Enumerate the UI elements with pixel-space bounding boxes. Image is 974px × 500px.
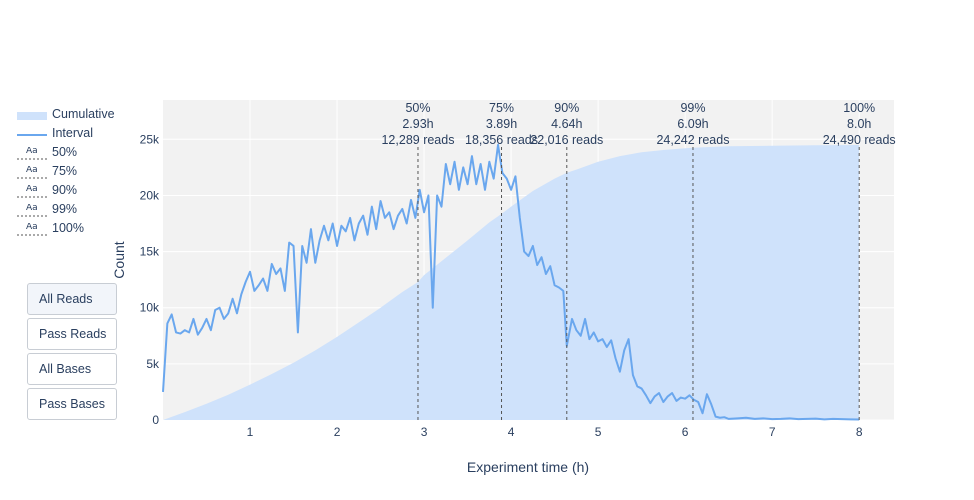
milestone-label: 12,289 reads xyxy=(381,133,454,147)
milestone-label: 24,242 reads xyxy=(656,133,729,147)
milestone-label: 4.64h xyxy=(551,117,582,131)
legend-label: 99% xyxy=(52,202,78,216)
annotation-text-icon: Aa xyxy=(17,147,47,160)
x-tick-label: 8 xyxy=(856,425,863,439)
legend-label: 100% xyxy=(52,221,84,235)
milestone-label: 99% xyxy=(680,101,705,115)
legend-item-75[interactable]: Aa 75% xyxy=(16,163,156,182)
annotation-text-icon: Aa xyxy=(17,223,47,236)
legend-item-90[interactable]: Aa 90% xyxy=(16,182,156,201)
legend-item-interval[interactable]: Interval xyxy=(16,125,156,144)
legend-label: Cumulative xyxy=(52,107,115,121)
y-tick-label: 5k xyxy=(146,357,160,371)
cumulative-area xyxy=(163,145,860,420)
pass-reads-button[interactable]: Pass Reads xyxy=(27,318,117,350)
y-tick-label: 15k xyxy=(140,245,160,259)
milestone-label: 75% xyxy=(489,101,514,115)
y-tick-label: 10k xyxy=(140,301,160,315)
legend-label: 75% xyxy=(52,164,78,178)
y-tick-label: 25k xyxy=(140,132,160,146)
pass-bases-button[interactable]: Pass Bases xyxy=(27,388,117,420)
milestone-annotations: 50% 2.93h 12,289 reads 75% 3.89h 18,356 reads… xyxy=(381,101,895,147)
all-reads-button[interactable]: All Reads xyxy=(27,283,117,315)
svg-text:Aa: Aa xyxy=(26,147,38,156)
x-axis-title: Experiment time (h) xyxy=(467,459,589,475)
legend-item-cumulative[interactable]: Cumulative xyxy=(16,106,156,125)
y-axis-ticks: 0 5k 10k 15k 20k 25k xyxy=(140,132,160,427)
interval-line xyxy=(162,143,860,421)
svg-text:Aa: Aa xyxy=(26,223,38,232)
milestone-label: 90% xyxy=(554,101,579,115)
milestone-label: 18,356 reads xyxy=(465,133,538,147)
annotation-text-icon: Aa xyxy=(17,204,47,217)
all-bases-button[interactable]: All Bases xyxy=(27,353,117,385)
x-tick-label: 7 xyxy=(769,425,776,439)
x-tick-label: 1 xyxy=(247,425,254,439)
y-tick-label: 0 xyxy=(152,413,159,427)
svg-text:Aa: Aa xyxy=(26,166,38,175)
annotation-text-icon: Aa xyxy=(17,166,47,179)
milestone-label: 50% xyxy=(405,101,430,115)
x-tick-label: 5 xyxy=(595,425,602,439)
x-tick-label: 4 xyxy=(508,425,515,439)
svg-text:Aa: Aa xyxy=(26,185,38,194)
legend: Cumulative Interval Aa 50% Aa 75% Aa 90%… xyxy=(16,106,156,239)
fill-swatch-icon xyxy=(17,112,47,120)
x-tick-label: 3 xyxy=(421,425,428,439)
x-axis-ticks: 1 2 3 4 5 6 7 8 xyxy=(247,425,863,439)
legend-item-99[interactable]: Aa 99% xyxy=(16,201,156,220)
milestone-label: 22,016 reads xyxy=(530,133,603,147)
y-axis-title: Count xyxy=(111,241,127,278)
svg-text:Aa: Aa xyxy=(26,204,38,213)
annotation-text-icon: Aa xyxy=(17,185,47,198)
x-tick-label: 6 xyxy=(682,425,689,439)
milestone-label: 100% xyxy=(843,101,875,115)
milestone-label: 6.09h xyxy=(677,117,708,131)
line-swatch-icon xyxy=(17,134,47,136)
milestone-label: 24,490 reads xyxy=(823,133,896,147)
legend-label: 90% xyxy=(52,183,78,197)
legend-item-100[interactable]: Aa 100% xyxy=(16,220,156,239)
x-tick-label: 2 xyxy=(334,425,341,439)
milestone-label: 2.93h xyxy=(402,117,433,131)
milestone-label: 3.89h xyxy=(486,117,517,131)
y-tick-label: 20k xyxy=(140,188,160,202)
legend-item-50[interactable]: Aa 50% xyxy=(16,144,156,163)
legend-label: Interval xyxy=(52,126,93,140)
milestone-label: 8.0h xyxy=(847,117,871,131)
legend-label: 50% xyxy=(52,145,78,159)
